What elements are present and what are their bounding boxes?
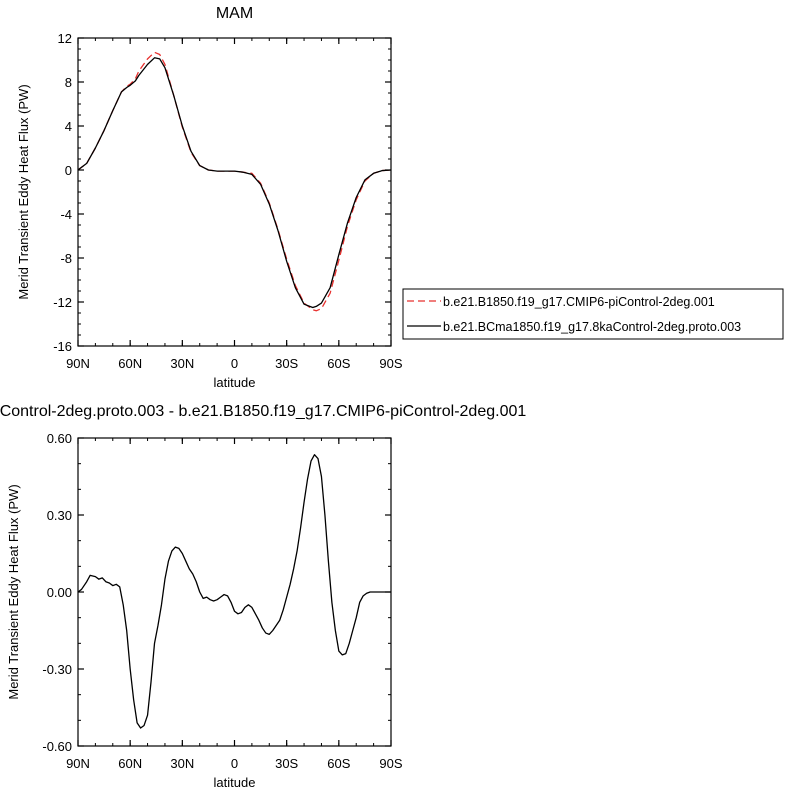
chart-1-frame	[77, 37, 392, 347]
chart-2-y-tick-label: 0.30	[47, 508, 72, 523]
legend-box	[402, 288, 784, 340]
legend-entry-2: b.e21.BCma1850.f19_g17.8kaControl-2deg.p…	[443, 320, 741, 334]
chart-2-title: g17.8kaControl-2deg.proto.003 - b.e21.B1…	[0, 403, 526, 420]
chart-2-y-tick-label: 0.60	[47, 431, 72, 446]
chart-2-x-axis-label: latitude	[214, 775, 256, 790]
chart-1-x-tick-label: 0	[231, 356, 238, 371]
chart-1-series-group	[78, 51, 391, 312]
chart-2-y-axis-label: Merid Transient Eddy Heat Flux (PW)	[6, 484, 21, 699]
chart-2-x-tick-label: 90S	[379, 756, 402, 771]
chart-2-x-tick-label: 90N	[66, 756, 90, 771]
chart-1-title: MAM	[216, 5, 253, 22]
chart-2-frame	[77, 437, 392, 747]
chart-2-x-tick-label: 30S	[275, 756, 298, 771]
legend-entry-1: b.e21.B1850.f19_g17.CMIP6-piControl-2deg…	[443, 295, 715, 309]
chart-1-y-tick-label: -16	[53, 339, 72, 354]
chart-2-x-tick-label: 60S	[327, 756, 350, 771]
chart-2-series-line-1	[78, 454, 391, 729]
chart-1-x-tick-label: 90S	[379, 356, 402, 371]
chart-2-y-tick-label: 0.00	[47, 585, 72, 600]
chart-1-x-tick-label: 30N	[170, 356, 194, 371]
chart-1-y-tick-label: -12	[53, 295, 72, 310]
chart-2-x-tick-label: 60N	[118, 756, 142, 771]
chart-1-series-line-2	[78, 57, 391, 309]
chart-1-x-tick-label: 90N	[66, 356, 90, 371]
chart-1-y-tick-label: 12	[58, 31, 72, 46]
chart-2-plot	[77, 437, 392, 747]
chart-2-series-group	[78, 454, 391, 729]
chart-1-x-tick-label: 30S	[275, 356, 298, 371]
chart-2-y-tick-label: -0.30	[42, 662, 72, 677]
chart-2-y-tick-label: -0.60	[42, 739, 72, 754]
chart-1-x-tick-label: 60N	[118, 356, 142, 371]
chart-1-x-tick-label: 60S	[327, 356, 350, 371]
chart-1-y-tick-label: 8	[65, 75, 72, 90]
chart-1-legend	[402, 288, 784, 340]
chart-1-plot	[77, 37, 784, 347]
chart-2-x-tick-label: 0	[231, 756, 238, 771]
chart-1-y-tick-label: -4	[60, 207, 72, 222]
chart-1-y-tick-label: 0	[65, 163, 72, 178]
chart-1-y-tick-label: -8	[60, 251, 72, 266]
chart-1-y-tick-label: 4	[65, 119, 72, 134]
chart-2-x-tick-label: 30N	[170, 756, 194, 771]
chart-1-y-axis-label: Merid Transient Eddy Heat Flux (PW)	[16, 84, 31, 299]
chart-1-x-axis-label: latitude	[214, 375, 256, 390]
chart-1-series-line-1	[78, 51, 391, 312]
